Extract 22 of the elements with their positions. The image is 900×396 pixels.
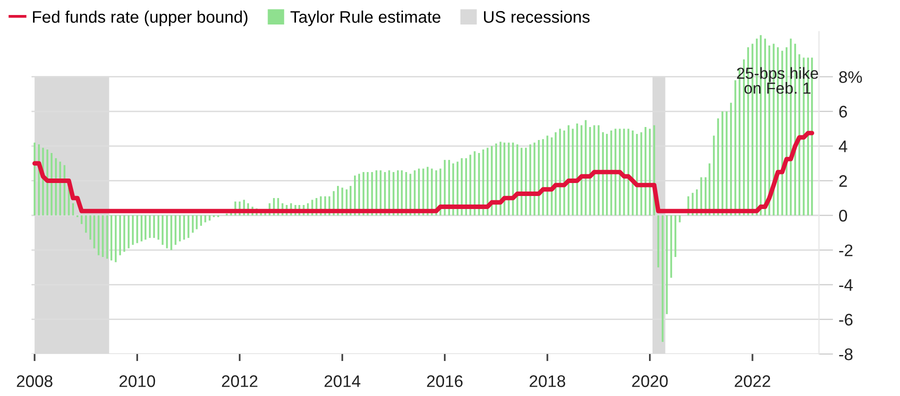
legend-label: US recessions	[484, 10, 590, 23]
y-tick-label: -6	[839, 314, 853, 326]
y-tick-label: 2	[839, 175, 847, 187]
x-tick-label: 2012	[222, 375, 258, 388]
y-tick-label: -8	[839, 348, 853, 360]
x-tick-label: 2020	[632, 375, 668, 388]
x-tick-label: 2022	[734, 375, 770, 388]
legend-label: Fed funds rate (upper bound)	[33, 10, 248, 26]
y-tick-label: 8%	[839, 71, 862, 83]
x-tick-label: 2010	[120, 375, 156, 388]
annotation: 25-bps hike on Feb. 1	[737, 67, 818, 94]
y-tick-label: -4	[839, 279, 853, 291]
y-tick-label: 6	[839, 106, 847, 118]
y-tick-label: -2	[839, 244, 852, 256]
x-tick-label: 2018	[530, 375, 566, 388]
line-series	[32, 130, 814, 214]
y-tick-label: 0	[839, 210, 848, 222]
x-tick-label: 2016	[427, 375, 463, 388]
y-tick-label: 4	[838, 140, 848, 152]
legend-label: Taylor Rule estimate	[290, 10, 440, 26]
x-tick-label: 2014	[324, 375, 360, 388]
x-tick-label: 2008	[16, 375, 52, 388]
